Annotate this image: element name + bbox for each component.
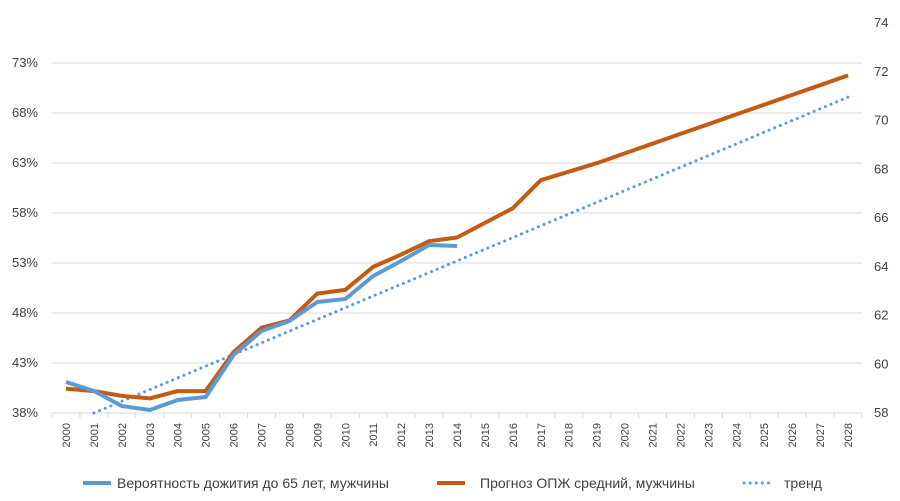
x-tick-label: 2025 <box>759 423 771 447</box>
right-tick-label: 64 <box>874 259 888 274</box>
right-tick-label: 74 <box>874 15 888 30</box>
x-tick-label: 2009 <box>312 423 324 447</box>
legend-label: Прогноз ОПЖ средний, мужчины <box>480 475 695 491</box>
series-lines <box>65 73 850 415</box>
x-tick-label: 2007 <box>256 423 268 447</box>
x-tick-label: 2011 <box>368 423 380 447</box>
x-tick-label: 2003 <box>145 423 157 447</box>
right-tick-label: 58 <box>874 405 888 420</box>
x-tick-label: 2023 <box>703 423 715 447</box>
x-tick-label: 2019 <box>592 423 604 447</box>
x-tick-label: 2028 <box>843 423 855 447</box>
x-tick-label: 2000 <box>61 423 73 447</box>
x-tick-label: 2018 <box>564 423 576 447</box>
right-tick-label: 72 <box>874 64 888 79</box>
left-tick-label: 48% <box>12 305 38 320</box>
legend: Вероятность дожития до 65 лет, мужчины Пр… <box>83 475 822 491</box>
left-tick-label: 38% <box>12 405 38 420</box>
series-line-2 <box>92 95 850 415</box>
x-tick-label: 2002 <box>117 423 129 447</box>
right-tick-label: 70 <box>874 113 888 128</box>
x-tick-label: 2010 <box>340 423 352 447</box>
x-tick-label: 2005 <box>201 423 213 447</box>
x-tick-label: 2013 <box>424 423 436 447</box>
x-tick-label: 2008 <box>284 423 296 447</box>
x-tick-label: 2014 <box>452 423 464 447</box>
left-tick-label: 73% <box>12 55 38 70</box>
x-tick-label: 2026 <box>787 423 799 447</box>
x-tick-label: 2012 <box>396 423 408 447</box>
gridlines <box>52 62 862 414</box>
right-tick-label: 62 <box>874 308 888 323</box>
right-tick-label: 68 <box>874 161 888 176</box>
x-tick-label: 2004 <box>173 423 185 447</box>
legend-label: Вероятность дожития до 65 лет, мужчины <box>117 475 389 491</box>
x-axis-ticks: 2000 2001 2002 2003 2004 2005 2006 2007 2008 2009… <box>51 413 863 447</box>
left-tick-label: 43% <box>12 355 38 370</box>
right-axis-ticks: 58 60 62 64 66 68 70 72 74 <box>874 15 888 420</box>
x-tick-label: 2022 <box>675 423 687 447</box>
x-tick-label: 2021 <box>648 423 660 447</box>
x-tick-label: 2024 <box>731 423 743 447</box>
x-tick-label: 2017 <box>536 423 548 447</box>
right-tick-label: 66 <box>874 210 888 225</box>
left-tick-label: 58% <box>12 205 38 220</box>
x-tick-label: 2027 <box>815 423 827 447</box>
x-tick-label: 2016 <box>508 423 520 447</box>
left-tick-label: 63% <box>12 155 38 170</box>
x-tick-label: 2001 <box>89 423 101 447</box>
series-line-1 <box>65 73 849 401</box>
right-tick-label: 60 <box>874 356 888 371</box>
x-tick-label: 2006 <box>229 423 241 447</box>
left-tick-label: 68% <box>12 105 38 120</box>
left-axis-ticks: 38% 43% 48% 53% 58% 63% 68% 73% <box>12 55 38 420</box>
series-line-0 <box>65 243 458 412</box>
left-tick-label: 53% <box>12 255 38 270</box>
legend-label: тренд <box>784 475 822 491</box>
x-tick-label: 2015 <box>480 423 492 447</box>
x-tick-label: 2020 <box>620 423 632 447</box>
